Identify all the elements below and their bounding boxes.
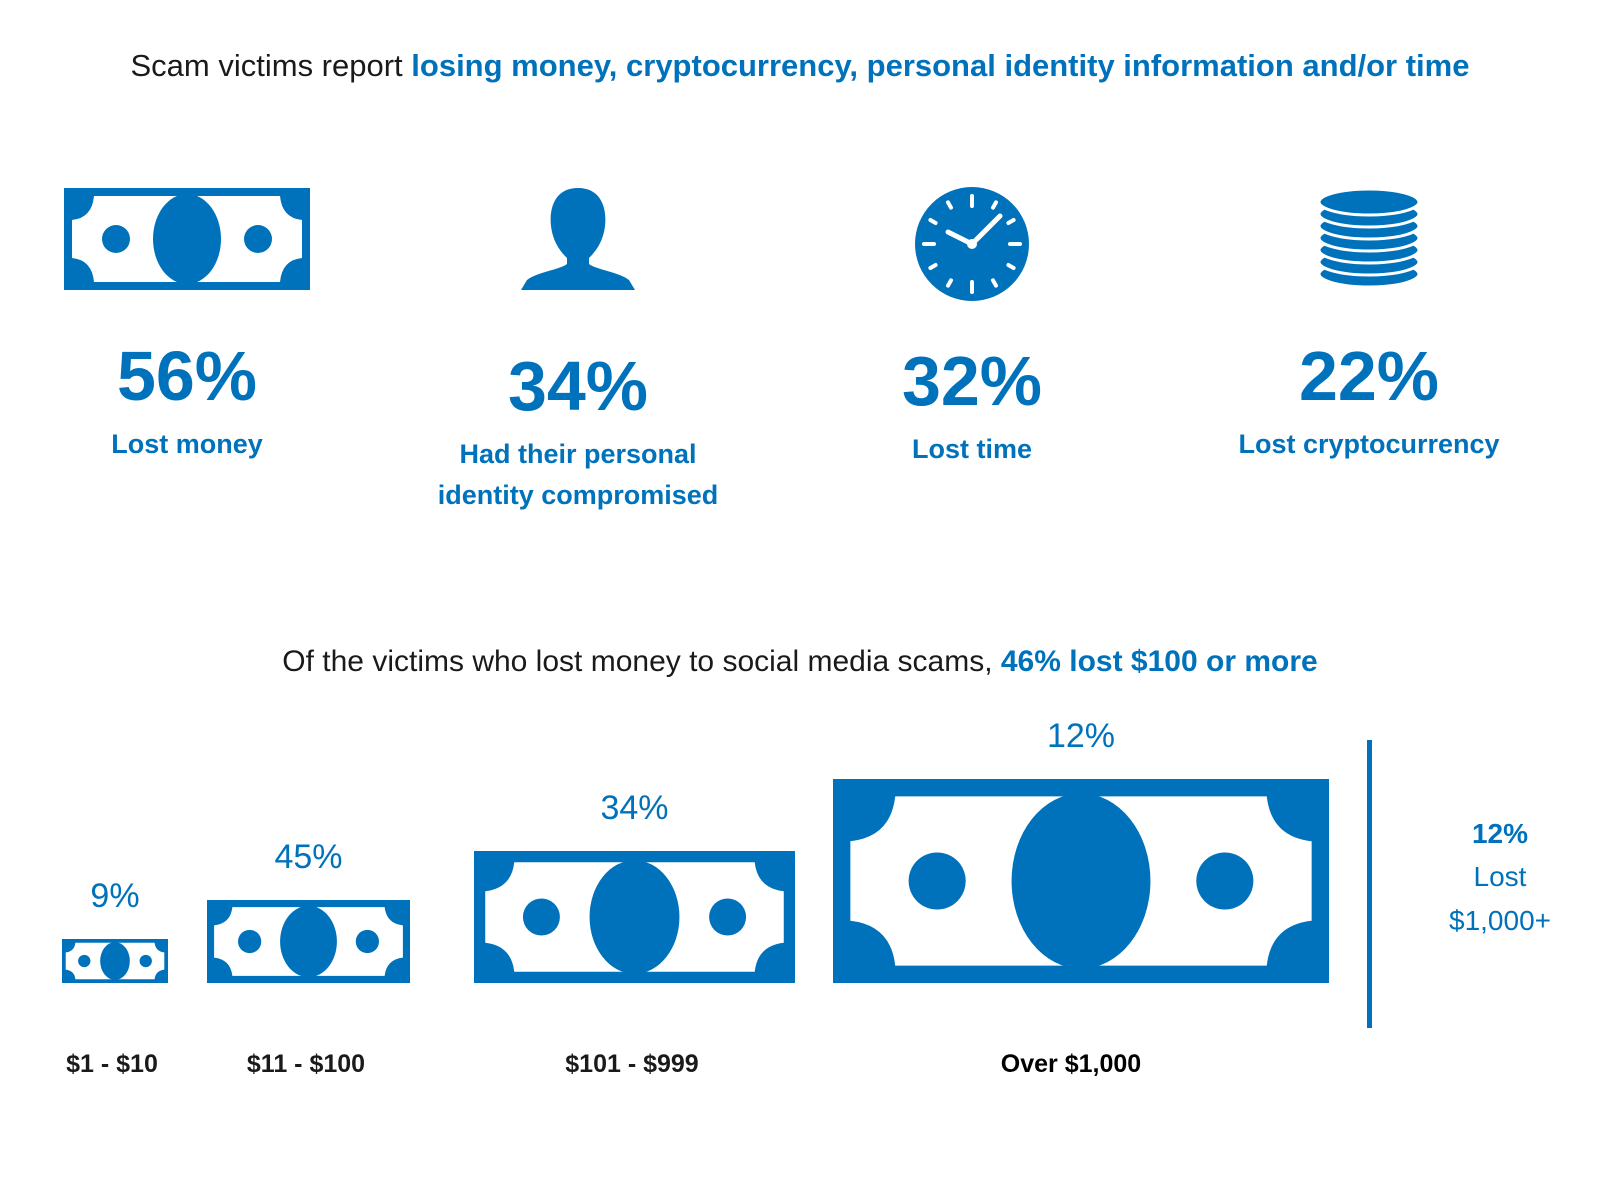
stat-label: Lost cryptocurrency [1189,424,1549,465]
stat-label-line: identity compromised [437,479,719,510]
stat-label-line: Lost money [111,429,263,459]
chart-heading: Of the victims who lost money to social … [0,645,1600,679]
stat-label-line: Lost time [911,434,1032,464]
callout-lost-over-1000: 12% Lost $1,000+ [1420,812,1580,942]
callout-divider [1367,740,1372,1028]
stat-lost-crypto: 22% Lost cryptocurrency [1189,186,1549,486]
category-label: $1 - $10 [66,1050,158,1078]
chart-heading-prefix: Of the victims who lost money to social … [282,645,1001,678]
coin-stack-icon [1317,187,1421,289]
bar-dollar-bill [474,851,795,983]
data-label: 34% [600,789,668,827]
category-label: $101 - $999 [565,1050,698,1078]
chart-heading-highlight: 46% lost $100 or more [1000,645,1318,678]
dollar-bill-icon [64,188,310,290]
bar-dollar-bill [62,939,168,983]
clock-icon [915,187,1029,301]
stat-value: 34% [507,347,649,425]
page-title: Scam victims report losing money, crypto… [0,48,1600,84]
stat-identity-compromised: 34% Had their personal identity compromi… [398,186,758,526]
person-silhouette-icon [521,188,635,290]
stat-label: Lost time [792,429,1152,470]
bar-dollar-bill [207,900,410,983]
stat-label: Had their personal identity compromised [398,434,758,515]
category-label: Over $1,000 [1001,1050,1141,1078]
data-label: 9% [90,877,139,915]
stat-label: Lost money [7,424,367,465]
callout-line-2: $1,000+ [1449,904,1551,936]
data-label: 45% [274,838,342,876]
data-label: 12% [1047,717,1115,755]
category-label: $11 - $100 [247,1050,365,1078]
stat-lost-time: 32% Lost time [792,186,1152,486]
bar-dollar-bill [833,779,1329,983]
title-highlight: losing money, cryptocurrency, personal i… [411,48,1470,83]
stat-label-line: Lost cryptocurrency [1238,429,1500,459]
callout-line-1: Lost [1473,861,1527,893]
stat-value: 32% [901,342,1043,420]
title-prefix: Scam victims report [130,48,412,83]
stat-value: 56% [116,337,258,415]
stat-value: 22% [1298,337,1440,415]
callout-value: 12% [1471,818,1529,849]
stat-lost-money: 56% Lost money [7,186,367,486]
stat-label-line: Had their personal [459,439,697,469]
